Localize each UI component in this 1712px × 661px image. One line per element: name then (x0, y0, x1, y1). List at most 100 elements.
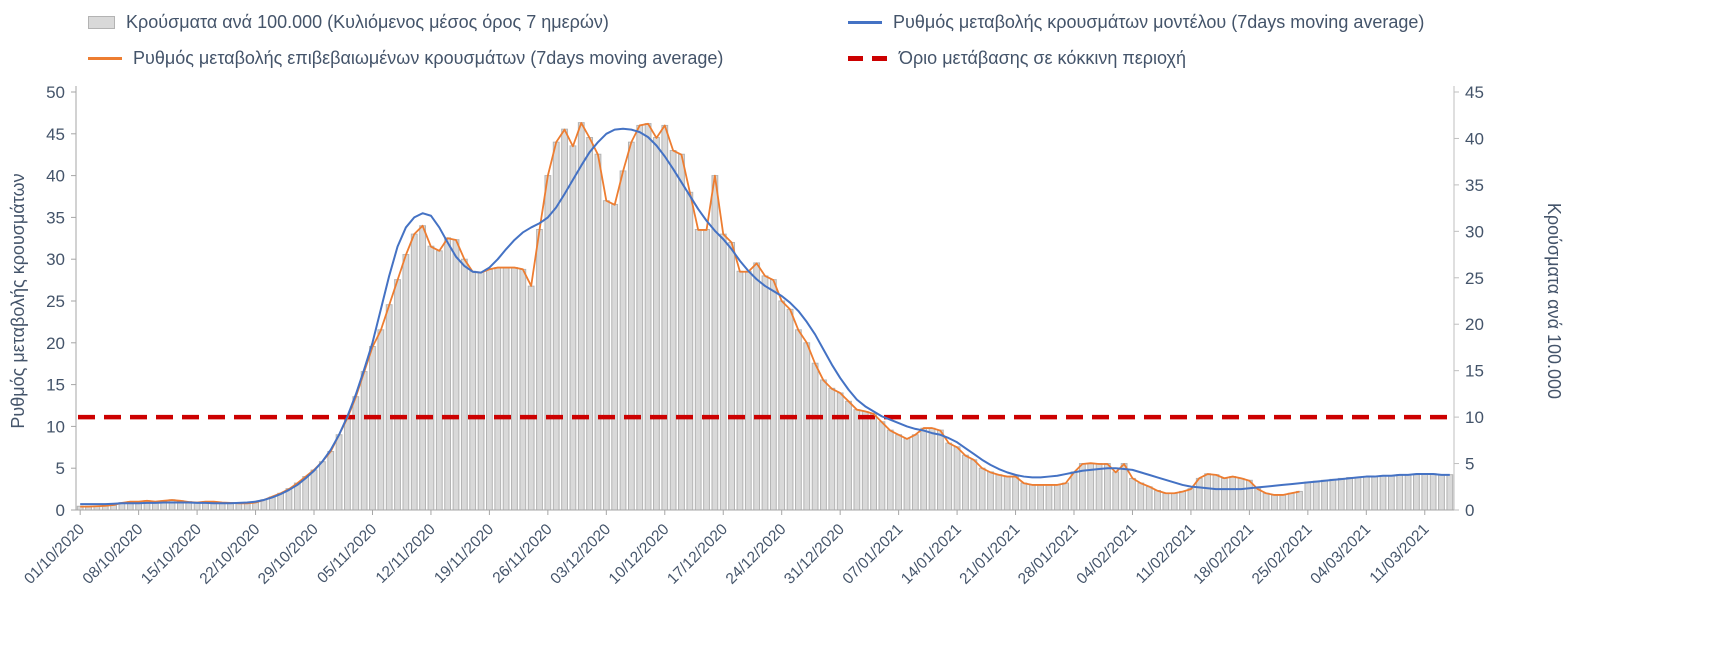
bar (736, 270, 744, 511)
bar (427, 245, 435, 511)
x-tick-label: 31/12/2020 (781, 521, 848, 588)
bar (1179, 490, 1186, 511)
bar (1346, 476, 1354, 511)
bar (719, 233, 727, 511)
legend-item-threshold: Όριο μετάβασης σε κόκκινη περιοχή (848, 48, 1186, 69)
bar (1337, 477, 1345, 511)
bar (870, 412, 877, 511)
x-tick-label: 12/11/2020 (373, 521, 439, 587)
bar (1321, 479, 1328, 511)
bar (945, 442, 953, 511)
bar (1312, 480, 1320, 511)
left-tick-label: 25 (46, 292, 65, 311)
bar (486, 268, 493, 511)
bar (1012, 476, 1019, 511)
bar (310, 469, 318, 511)
bar (335, 434, 343, 511)
bar (561, 128, 568, 511)
left-tick-label: 40 (46, 167, 65, 186)
bar (1037, 484, 1044, 511)
bar (1220, 477, 1228, 511)
bar (1212, 474, 1220, 511)
x-tick-label: 21/01/2021 (956, 521, 1023, 588)
bar (1371, 476, 1379, 511)
left-tick-label: 45 (46, 125, 65, 144)
bar (1296, 490, 1303, 511)
bar (786, 308, 794, 511)
bar (644, 123, 652, 511)
bar (1162, 492, 1170, 511)
bar (1154, 489, 1161, 511)
bar (836, 392, 844, 511)
bar (469, 270, 477, 511)
left-tick-label: 50 (46, 83, 65, 102)
bar (594, 153, 602, 511)
bar (795, 329, 802, 511)
right-tick-label: 30 (1465, 222, 1484, 241)
bar-series-swatch-icon (88, 16, 115, 29)
bar (661, 124, 669, 511)
bar (511, 267, 518, 511)
bar (602, 200, 610, 511)
bar (577, 122, 585, 511)
bar (1170, 492, 1178, 511)
bar (811, 362, 819, 511)
bar (1112, 471, 1120, 511)
bar (586, 137, 594, 511)
bar (1003, 476, 1011, 511)
bar (753, 262, 761, 511)
bar (519, 268, 527, 511)
bar (460, 258, 468, 511)
bar (744, 270, 752, 511)
right-tick-label: 5 (1465, 455, 1474, 474)
bar (886, 429, 894, 511)
bar (1262, 492, 1270, 511)
bar (536, 228, 543, 511)
bar (761, 275, 769, 511)
bar (552, 141, 560, 511)
bar (703, 228, 710, 511)
x-tick-label: 15/10/2020 (138, 521, 205, 588)
bar (995, 474, 1003, 511)
bar (302, 476, 310, 511)
bar (1279, 494, 1287, 511)
threshold-line-swatch-icon (848, 56, 888, 61)
left-tick-label: 20 (46, 334, 65, 353)
bar (410, 233, 418, 511)
bar (1245, 479, 1253, 511)
bar (385, 304, 393, 511)
bar (1129, 477, 1136, 511)
bar (494, 267, 502, 511)
bar (1304, 481, 1312, 511)
bar (1237, 477, 1245, 511)
bar (252, 502, 259, 511)
legend-label-threshold: Όριο μετάβασης σε κόκκινη περιοχή (899, 48, 1187, 68)
bar (1229, 476, 1237, 511)
legend-label-bars: Κρούσματα ανά 100.000 (Κυλιόμενος μέσος … (126, 12, 609, 32)
bar (444, 237, 452, 511)
model-line-swatch-icon (848, 21, 882, 24)
bar (544, 175, 552, 511)
right-tick-label: 40 (1465, 129, 1484, 148)
bar (1446, 474, 1454, 511)
bar (394, 279, 401, 511)
bar (895, 434, 903, 511)
bar (1387, 475, 1395, 511)
bar (627, 141, 635, 511)
x-tick-label: 01/10/2020 (21, 521, 88, 588)
left-tick-label: 35 (46, 208, 65, 227)
bar (318, 461, 326, 511)
bar (1187, 488, 1195, 511)
model-line (80, 127, 1450, 506)
legend-item-model: Ρυθμός μεταβολής κρουσμάτων μοντέλου (7d… (848, 12, 1424, 33)
right-tick-label: 15 (1465, 362, 1484, 381)
left-axis-title: Ρυθμός μεταβολής κρουσμάτων (8, 173, 28, 428)
bar (694, 228, 702, 511)
bar (1204, 473, 1212, 511)
legend-item-bars: Κρούσματα ανά 100.000 (Κυλιόμενος μέσος … (88, 12, 609, 33)
legend-item-confirmed: Ρυθμός μεταβολής επιβεβαιωμένων κρουσμάτ… (88, 48, 723, 69)
bar (1120, 463, 1128, 511)
x-tick-label: 03/12/2020 (547, 521, 614, 588)
bar (1070, 471, 1078, 511)
